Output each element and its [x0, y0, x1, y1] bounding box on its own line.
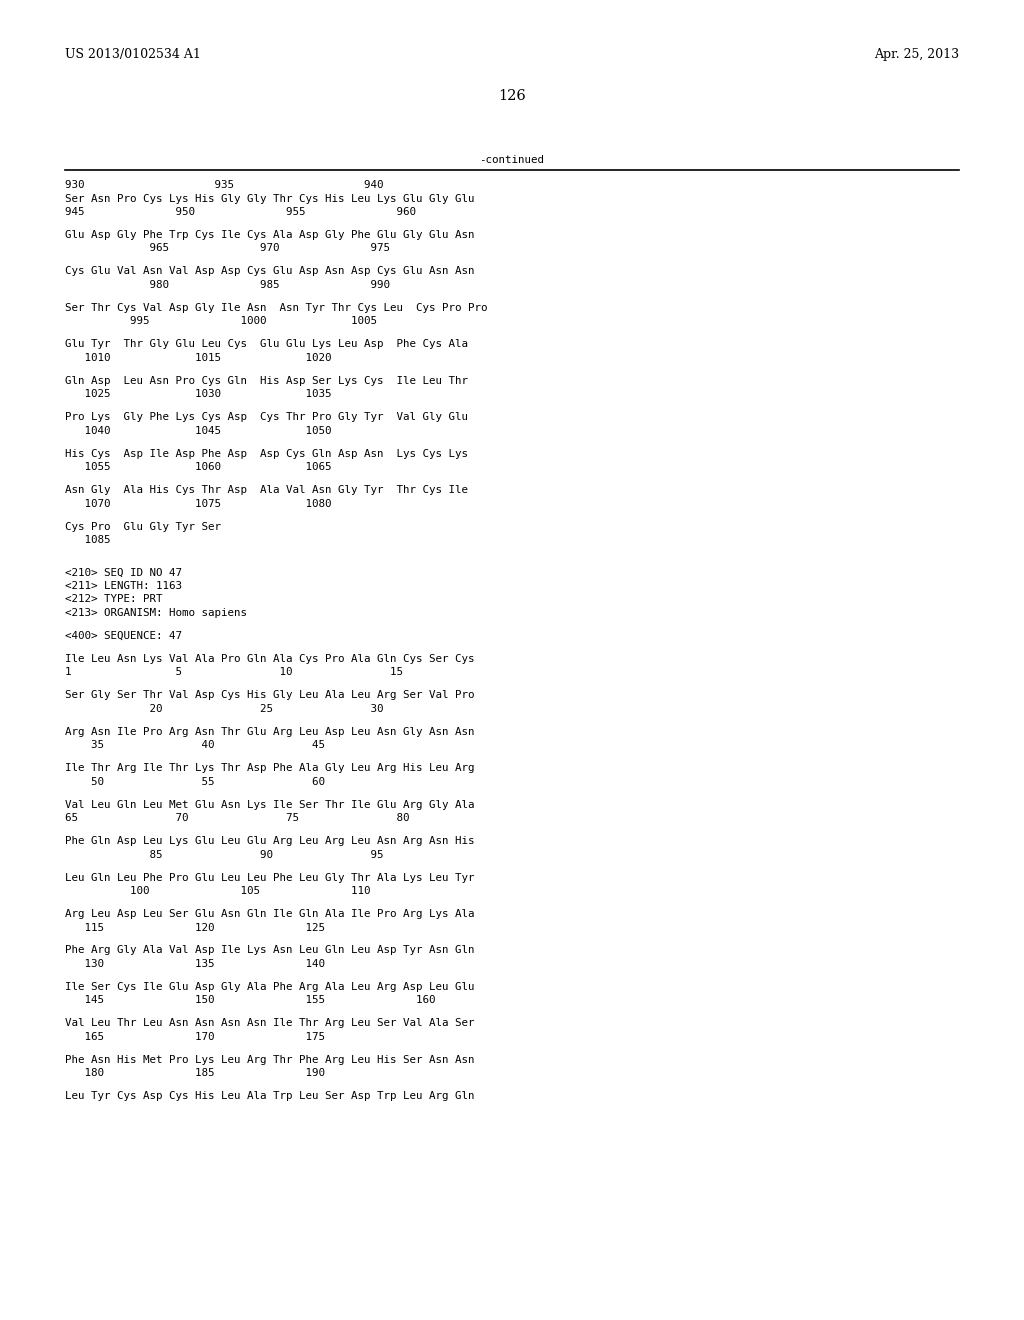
Text: Glu Tyr  Thr Gly Glu Leu Cys  Glu Glu Lys Leu Asp  Phe Cys Ala: Glu Tyr Thr Gly Glu Leu Cys Glu Glu Lys … [65, 339, 468, 350]
Text: 1070             1075             1080: 1070 1075 1080 [65, 499, 332, 508]
Text: <400> SEQUENCE: 47: <400> SEQUENCE: 47 [65, 631, 182, 642]
Text: Arg Leu Asp Leu Ser Glu Asn Gln Ile Gln Ala Ile Pro Arg Lys Ala: Arg Leu Asp Leu Ser Glu Asn Gln Ile Gln … [65, 909, 474, 919]
Text: 965              970              975: 965 970 975 [65, 243, 390, 253]
Text: Pro Lys  Gly Phe Lys Cys Asp  Cys Thr Pro Gly Tyr  Val Gly Glu: Pro Lys Gly Phe Lys Cys Asp Cys Thr Pro … [65, 412, 468, 422]
Text: Glu Asp Gly Phe Trp Cys Ile Cys Ala Asp Gly Phe Glu Gly Glu Asn: Glu Asp Gly Phe Trp Cys Ile Cys Ala Asp … [65, 230, 474, 240]
Text: His Cys  Asp Ile Asp Phe Asp  Asp Cys Gln Asp Asn  Lys Cys Lys: His Cys Asp Ile Asp Phe Asp Asp Cys Gln … [65, 449, 468, 458]
Text: <210> SEQ ID NO 47: <210> SEQ ID NO 47 [65, 568, 182, 577]
Text: Cys Glu Val Asn Val Asp Asp Cys Glu Asp Asn Asp Cys Glu Asn Asn: Cys Glu Val Asn Val Asp Asp Cys Glu Asp … [65, 267, 474, 276]
Text: -continued: -continued [479, 154, 545, 165]
Text: 85               90               95: 85 90 95 [65, 850, 384, 859]
Text: Phe Arg Gly Ala Val Asp Ile Lys Asn Leu Gln Leu Asp Tyr Asn Gln: Phe Arg Gly Ala Val Asp Ile Lys Asn Leu … [65, 945, 474, 956]
Text: <213> ORGANISM: Homo sapiens: <213> ORGANISM: Homo sapiens [65, 609, 247, 618]
Text: Ser Thr Cys Val Asp Gly Ile Asn  Asn Tyr Thr Cys Leu  Cys Pro Pro: Ser Thr Cys Val Asp Gly Ile Asn Asn Tyr … [65, 302, 487, 313]
Text: 145              150              155              160: 145 150 155 160 [65, 995, 435, 1006]
Text: <211> LENGTH: 1163: <211> LENGTH: 1163 [65, 581, 182, 591]
Text: 65               70               75               80: 65 70 75 80 [65, 813, 410, 824]
Text: 995              1000             1005: 995 1000 1005 [65, 317, 377, 326]
Text: 945              950              955              960: 945 950 955 960 [65, 207, 416, 216]
Text: Gln Asp  Leu Asn Pro Cys Gln  His Asp Ser Lys Cys  Ile Leu Thr: Gln Asp Leu Asn Pro Cys Gln His Asp Ser … [65, 376, 468, 385]
Text: Val Leu Thr Leu Asn Asn Asn Asn Ile Thr Arg Leu Ser Val Ala Ser: Val Leu Thr Leu Asn Asn Asn Asn Ile Thr … [65, 1018, 474, 1028]
Text: 130              135              140: 130 135 140 [65, 958, 325, 969]
Text: 35               40               45: 35 40 45 [65, 741, 325, 750]
Text: Ser Asn Pro Cys Lys His Gly Gly Thr Cys His Leu Lys Glu Gly Glu: Ser Asn Pro Cys Lys His Gly Gly Thr Cys … [65, 194, 474, 203]
Text: 1085: 1085 [65, 535, 111, 545]
Text: 180              185              190: 180 185 190 [65, 1068, 325, 1078]
Text: 1055             1060             1065: 1055 1060 1065 [65, 462, 332, 473]
Text: 100              105              110: 100 105 110 [65, 886, 371, 896]
Text: Phe Asn His Met Pro Lys Leu Arg Thr Phe Arg Leu His Ser Asn Asn: Phe Asn His Met Pro Lys Leu Arg Thr Phe … [65, 1055, 474, 1065]
Text: 1                5               10               15: 1 5 10 15 [65, 668, 403, 677]
Text: 930                    935                    940: 930 935 940 [65, 180, 384, 190]
Text: Arg Asn Ile Pro Arg Asn Thr Glu Arg Leu Asp Leu Asn Gly Asn Asn: Arg Asn Ile Pro Arg Asn Thr Glu Arg Leu … [65, 727, 474, 737]
Text: 1040             1045             1050: 1040 1045 1050 [65, 425, 332, 436]
Text: 1010             1015             1020: 1010 1015 1020 [65, 352, 332, 363]
Text: 1025             1030             1035: 1025 1030 1035 [65, 389, 332, 399]
Text: 50               55               60: 50 55 60 [65, 776, 325, 787]
Text: Cys Pro  Glu Gly Tyr Ser: Cys Pro Glu Gly Tyr Ser [65, 521, 221, 532]
Text: <212> TYPE: PRT: <212> TYPE: PRT [65, 594, 163, 605]
Text: Asn Gly  Ala His Cys Thr Asp  Ala Val Asn Gly Tyr  Thr Cys Ile: Asn Gly Ala His Cys Thr Asp Ala Val Asn … [65, 484, 468, 495]
Text: 20               25               30: 20 25 30 [65, 704, 384, 714]
Text: Leu Tyr Cys Asp Cys His Leu Ala Trp Leu Ser Asp Trp Leu Arg Gln: Leu Tyr Cys Asp Cys His Leu Ala Trp Leu … [65, 1092, 474, 1101]
Text: Leu Gln Leu Phe Pro Glu Leu Leu Phe Leu Gly Thr Ala Lys Leu Tyr: Leu Gln Leu Phe Pro Glu Leu Leu Phe Leu … [65, 873, 474, 883]
Text: Ile Leu Asn Lys Val Ala Pro Gln Ala Cys Pro Ala Gln Cys Ser Cys: Ile Leu Asn Lys Val Ala Pro Gln Ala Cys … [65, 653, 474, 664]
Text: 165              170              175: 165 170 175 [65, 1032, 325, 1041]
Text: Ile Thr Arg Ile Thr Lys Thr Asp Phe Ala Gly Leu Arg His Leu Arg: Ile Thr Arg Ile Thr Lys Thr Asp Phe Ala … [65, 763, 474, 774]
Text: 115              120              125: 115 120 125 [65, 923, 325, 932]
Text: Val Leu Gln Leu Met Glu Asn Lys Ile Ser Thr Ile Glu Arg Gly Ala: Val Leu Gln Leu Met Glu Asn Lys Ile Ser … [65, 800, 474, 809]
Text: Phe Gln Asp Leu Lys Glu Leu Glu Arg Leu Arg Leu Asn Arg Asn His: Phe Gln Asp Leu Lys Glu Leu Glu Arg Leu … [65, 836, 474, 846]
Text: 980              985              990: 980 985 990 [65, 280, 390, 290]
Text: Ile Ser Cys Ile Glu Asp Gly Ala Phe Arg Ala Leu Arg Asp Leu Glu: Ile Ser Cys Ile Glu Asp Gly Ala Phe Arg … [65, 982, 474, 991]
Text: 126: 126 [498, 88, 526, 103]
Text: Ser Gly Ser Thr Val Asp Cys His Gly Leu Ala Leu Arg Ser Val Pro: Ser Gly Ser Thr Val Asp Cys His Gly Leu … [65, 690, 474, 701]
Text: US 2013/0102534 A1: US 2013/0102534 A1 [65, 48, 201, 61]
Text: Apr. 25, 2013: Apr. 25, 2013 [873, 48, 959, 61]
